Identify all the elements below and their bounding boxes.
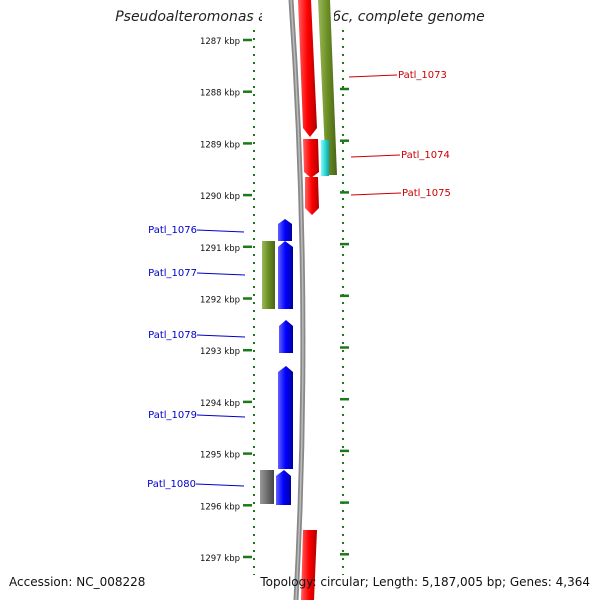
cog-bar-green-left	[262, 241, 275, 309]
gene-arrow-patl-1077	[278, 241, 293, 309]
ruler-ticks: 1287 kbp 1288 kbp 1289 kbp 1290 kbp 1291 kbp…	[200, 37, 349, 564]
gene-label: Patl_1078	[148, 330, 197, 341]
gene-leader-line	[196, 229, 245, 233]
gene-arrow-patl-1079	[278, 366, 293, 469]
gene-arrow-patl-1074	[303, 139, 319, 178]
gene-label: Patl_1076	[148, 225, 197, 236]
ruler-tick-label: 1297 kbp	[200, 554, 240, 564]
gene-label: Patl_1077	[148, 268, 197, 279]
accession-label: Accession: NC_008228	[9, 575, 146, 589]
ruler-tick-label: 1293 kbp	[200, 347, 240, 357]
gene-leader-line	[350, 192, 402, 196]
gene-arrow-patl-1080	[276, 470, 291, 505]
gene-arrow-patl-1075	[305, 177, 319, 215]
gene-labels-right: Patl_1073 Patl_1074 Patl_1075	[348, 70, 451, 199]
gene-arrow-patl-1078	[279, 320, 293, 353]
gene-leader-line	[196, 414, 246, 418]
gene-label: Patl_1080	[147, 479, 196, 490]
gene-leader-line	[195, 483, 245, 487]
gene-arrow-bottom	[301, 530, 317, 600]
gene-label: Patl_1074	[401, 150, 450, 161]
cog-bar-green	[318, 0, 337, 175]
cog-bar-gray-left	[260, 470, 274, 504]
ruler-tick-label: 1288 kbp	[200, 89, 240, 99]
ruler-tick-label: 1296 kbp	[200, 502, 240, 512]
ruler-tick-label: 1291 kbp	[200, 244, 240, 254]
genome-backbone-highlight	[290, 0, 304, 600]
ruler-tick-label: 1295 kbp	[200, 451, 240, 461]
gene-label: Patl_1075	[402, 188, 451, 199]
gene-label: Patl_1079	[148, 410, 197, 421]
gene-leader-line	[196, 334, 246, 338]
gene-leader-line	[348, 74, 398, 78]
ruler-tick-label: 1290 kbp	[200, 192, 240, 202]
gene-leader-line	[196, 272, 246, 276]
ruler-tick-label: 1292 kbp	[200, 296, 240, 306]
gene-label: Patl_1073	[398, 70, 447, 81]
ruler-tick-label: 1287 kbp	[200, 37, 240, 47]
gene-leader-line	[350, 154, 401, 158]
ruler-tick-label: 1294 kbp	[200, 399, 240, 409]
topology-label: Topology: circular; Length: 5,187,005 bp…	[260, 575, 590, 589]
ruler-tick-label: 1289 kbp	[200, 140, 240, 150]
gene-arrow-patl-1073	[298, 0, 317, 137]
gene-labels-left: Patl_1076 Patl_1077 Patl_1078 Patl_1079 Patl…	[147, 225, 246, 490]
cog-bar-cyan	[321, 140, 329, 176]
gene-arrow-patl-1076	[278, 219, 292, 241]
